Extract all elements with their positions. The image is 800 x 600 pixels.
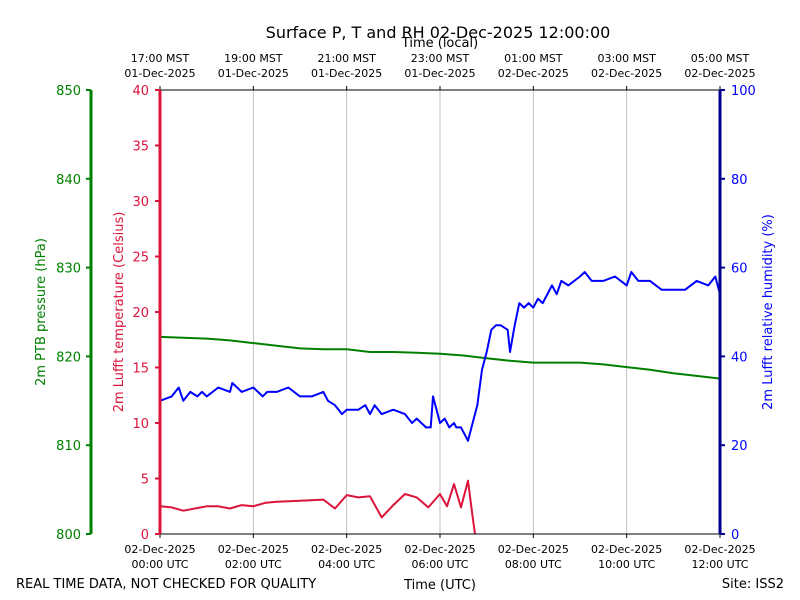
humidity-tick-label: 100: [731, 84, 756, 99]
pressure-tick-label: 840: [56, 173, 81, 188]
chart-title: Surface P, T and RH 02-Dec-2025 12:00:00: [266, 23, 611, 42]
temperature-tick-label: 15: [132, 362, 149, 377]
temperature-tick-label: 0: [141, 528, 149, 543]
top-tick-label-date: 02-Dec-2025: [591, 67, 662, 80]
top-tick-label-time: 21:00 MST: [317, 52, 376, 65]
humidity-tick-label: 20: [731, 439, 748, 454]
x-tick-label-date: 02-Dec-2025: [124, 543, 195, 556]
grid-lines: [252, 90, 628, 534]
temperature-tick-label: 10: [132, 417, 149, 432]
pressure-tick-label: 820: [56, 350, 81, 365]
pressure-tick-label: 850: [56, 84, 81, 99]
axes-layer: 02-Dec-2025 00:00 UTC 02-Dec-2025 02:00 UTC…: [34, 52, 776, 571]
pressure-tick-label: 830: [56, 262, 81, 277]
x-tick-label-date: 02-Dec-2025: [218, 543, 289, 556]
x-tick-label-time: 04:00 UTC: [318, 558, 375, 571]
top-tick-label-date: 01-Dec-2025: [124, 67, 195, 80]
humidity-tick-label: 40: [731, 350, 748, 365]
top-axis-title: Time (local): [401, 36, 478, 51]
humidity-tick-label: 0: [731, 528, 739, 543]
pressure-series-line: [159, 335, 721, 380]
pressure-tick-label: 800: [56, 528, 81, 543]
x-tick-label-time: 00:00 UTC: [131, 558, 188, 571]
temperature-tick-label: 30: [132, 195, 149, 210]
top-tick-label-time: 01:00 MST: [504, 52, 563, 65]
bottom-axis-title: Time (UTC): [403, 578, 476, 593]
series-layer: [159, 271, 721, 535]
temperature-axis-label: 2m Lufft temperature (Celsius): [112, 212, 127, 413]
x-tick-label-time: 10:00 UTC: [598, 558, 655, 571]
x-tick-label-time: 12:00 UTC: [691, 558, 748, 571]
temperature-series-line: [159, 479, 476, 535]
top-tick-label-date: 02-Dec-2025: [684, 67, 755, 80]
top-tick-label-date: 01-Dec-2025: [311, 67, 382, 80]
x-tick-label-time: 02:00 UTC: [225, 558, 282, 571]
x-tick-label-date: 02-Dec-2025: [498, 543, 569, 556]
humidity-axis-label: 2m Lufft relative humidity (%): [761, 214, 776, 410]
top-tick-label-time: 05:00 MST: [691, 52, 750, 65]
top-tick-label-date: 02-Dec-2025: [498, 67, 569, 80]
top-tick-label-time: 17:00 MST: [131, 52, 190, 65]
top-tick-label-time: 19:00 MST: [224, 52, 283, 65]
humidity-tick-label: 60: [731, 262, 748, 277]
x-tick-label-date: 02-Dec-2025: [591, 543, 662, 556]
temperature-tick-label: 40: [132, 84, 149, 99]
top-tick-label-date: 01-Dec-2025: [404, 67, 475, 80]
temperature-tick-label: 35: [132, 140, 149, 155]
temperature-tick-label: 20: [132, 306, 149, 321]
x-tick-label-date: 02-Dec-2025: [311, 543, 382, 556]
top-tick-label-time: 23:00 MST: [411, 52, 470, 65]
footer-quality-note: REAL TIME DATA, NOT CHECKED FOR QUALITY: [16, 577, 316, 592]
x-tick-label-time: 06:00 UTC: [411, 558, 468, 571]
x-tick-label-date: 02-Dec-2025: [404, 543, 475, 556]
x-tick-label-time: 08:00 UTC: [505, 558, 562, 571]
pressure-tick-label: 810: [56, 439, 81, 454]
temperature-tick-label: 5: [141, 473, 149, 488]
footer-site: Site: ISS2: [722, 577, 784, 592]
temperature-tick-label: 25: [132, 251, 149, 266]
humidity-tick-label: 80: [731, 173, 748, 188]
top-tick-label-date: 01-Dec-2025: [218, 67, 289, 80]
x-tick-label-date: 02-Dec-2025: [684, 543, 755, 556]
humidity-series-line: [159, 271, 721, 442]
top-tick-label-time: 03:00 MST: [597, 52, 656, 65]
pressure-axis-label: 2m PTB pressure (hPa): [34, 238, 49, 386]
